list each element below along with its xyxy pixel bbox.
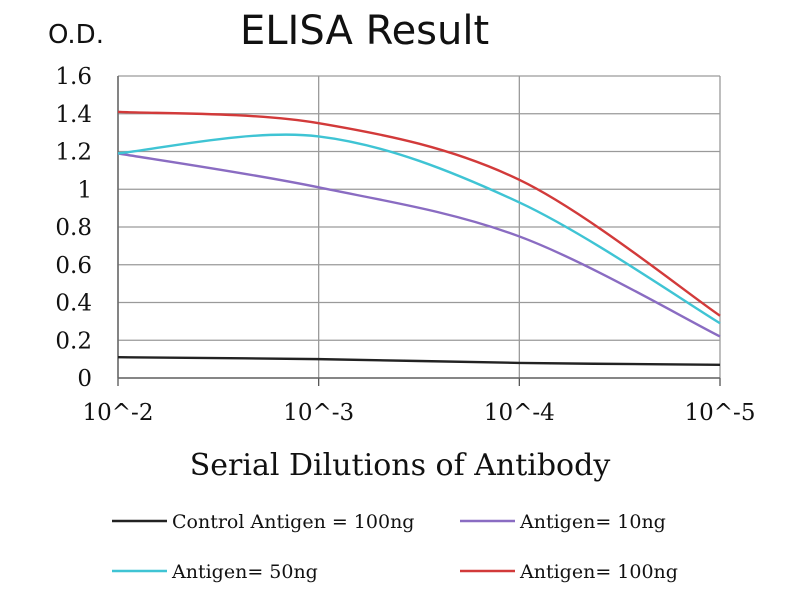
y-tick-label: 1.2: [55, 140, 92, 166]
y-tick-label: 1.4: [55, 102, 92, 128]
legend-label: Antigen= 10ng: [519, 511, 666, 533]
y-axis-label: O.D.: [48, 20, 104, 50]
series-line: [117, 356, 721, 366]
y-tick-label: 0: [77, 366, 92, 392]
legend-label: Control Antigen = 100ng: [172, 511, 414, 533]
series-line: [117, 152, 721, 338]
legend-label: Antigen= 100ng: [519, 561, 678, 583]
x-tick-label: 10^-2: [83, 400, 154, 426]
y-tick-label: 0.6: [55, 253, 92, 279]
x-tick-label: 10^-5: [685, 400, 756, 426]
series-line: [117, 110, 721, 317]
x-tick-label: 10^-3: [283, 400, 354, 426]
series-line: [117, 133, 721, 325]
y-tick-label: 1: [77, 177, 92, 203]
legend-label: Antigen= 50ng: [171, 561, 318, 583]
y-tick-label: 1.6: [55, 64, 92, 90]
y-tick-label: 0.8: [55, 215, 92, 241]
y-tick-label: 0.2: [55, 328, 92, 354]
x-axis-label: Serial Dilutions of Antibody: [189, 448, 611, 483]
x-tick-label: 10^-4: [484, 400, 555, 426]
y-tick-label: 0.4: [55, 291, 92, 317]
chart-title: ELISA Result: [240, 8, 490, 54]
